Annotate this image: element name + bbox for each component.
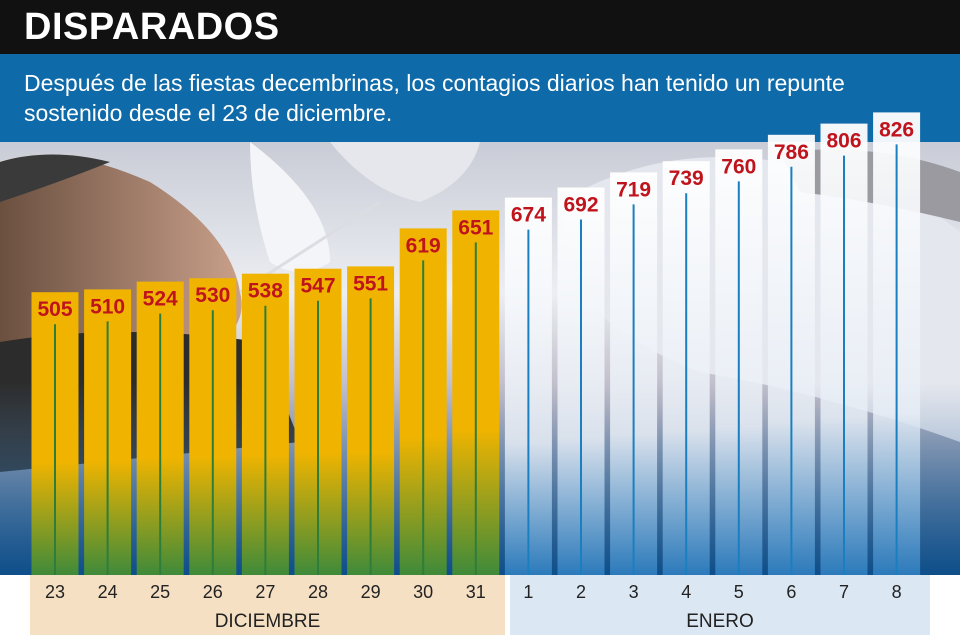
value-label-7: 806 bbox=[826, 130, 861, 153]
tick-label-3: 3 bbox=[629, 582, 639, 602]
value-label-2: 692 bbox=[563, 194, 598, 217]
tick-label-29: 29 bbox=[361, 582, 381, 602]
tick-label-5: 5 bbox=[734, 582, 744, 602]
tick-label-7: 7 bbox=[839, 582, 849, 602]
value-label-1: 674 bbox=[511, 204, 546, 227]
value-label-3: 719 bbox=[616, 178, 651, 201]
tick-label-28: 28 bbox=[308, 582, 328, 602]
chart-title: DISPARADOS bbox=[24, 6, 280, 48]
value-label-8: 826 bbox=[879, 118, 914, 141]
tick-label-31: 31 bbox=[466, 582, 486, 602]
tick-label-23: 23 bbox=[45, 582, 65, 602]
value-label-25: 524 bbox=[143, 288, 178, 311]
value-label-6: 786 bbox=[774, 141, 809, 164]
chart-subtitle: Después de las fiestas decembrinas, los … bbox=[24, 70, 845, 126]
value-label-30: 619 bbox=[406, 234, 441, 257]
tick-label-6: 6 bbox=[786, 582, 796, 602]
month-label-enero: ENERO bbox=[686, 611, 754, 632]
tick-label-2: 2 bbox=[576, 582, 586, 602]
tick-label-25: 25 bbox=[150, 582, 170, 602]
value-label-26: 530 bbox=[195, 284, 230, 307]
value-label-5: 760 bbox=[721, 155, 756, 178]
month-label-diciembre: DICIEMBRE bbox=[214, 611, 321, 632]
tick-label-24: 24 bbox=[98, 582, 118, 602]
tick-label-26: 26 bbox=[203, 582, 223, 602]
value-label-4: 739 bbox=[669, 167, 704, 190]
value-label-28: 547 bbox=[300, 275, 335, 298]
value-label-31: 651 bbox=[458, 216, 493, 239]
value-label-24: 510 bbox=[90, 295, 125, 318]
tick-label-4: 4 bbox=[681, 582, 691, 602]
value-label-27: 538 bbox=[248, 280, 283, 303]
title-bar: DISPARADOS bbox=[0, 0, 960, 54]
value-label-23: 505 bbox=[37, 298, 72, 321]
tick-label-8: 8 bbox=[892, 582, 902, 602]
january-axis-background bbox=[510, 575, 930, 635]
tick-label-30: 30 bbox=[413, 582, 433, 602]
value-label-29: 551 bbox=[353, 272, 388, 295]
subtitle-bar: Después de las fiestas decembrinas, los … bbox=[0, 54, 960, 142]
tick-label-27: 27 bbox=[255, 582, 275, 602]
tick-label-1: 1 bbox=[523, 582, 533, 602]
december-axis-background bbox=[30, 575, 505, 635]
